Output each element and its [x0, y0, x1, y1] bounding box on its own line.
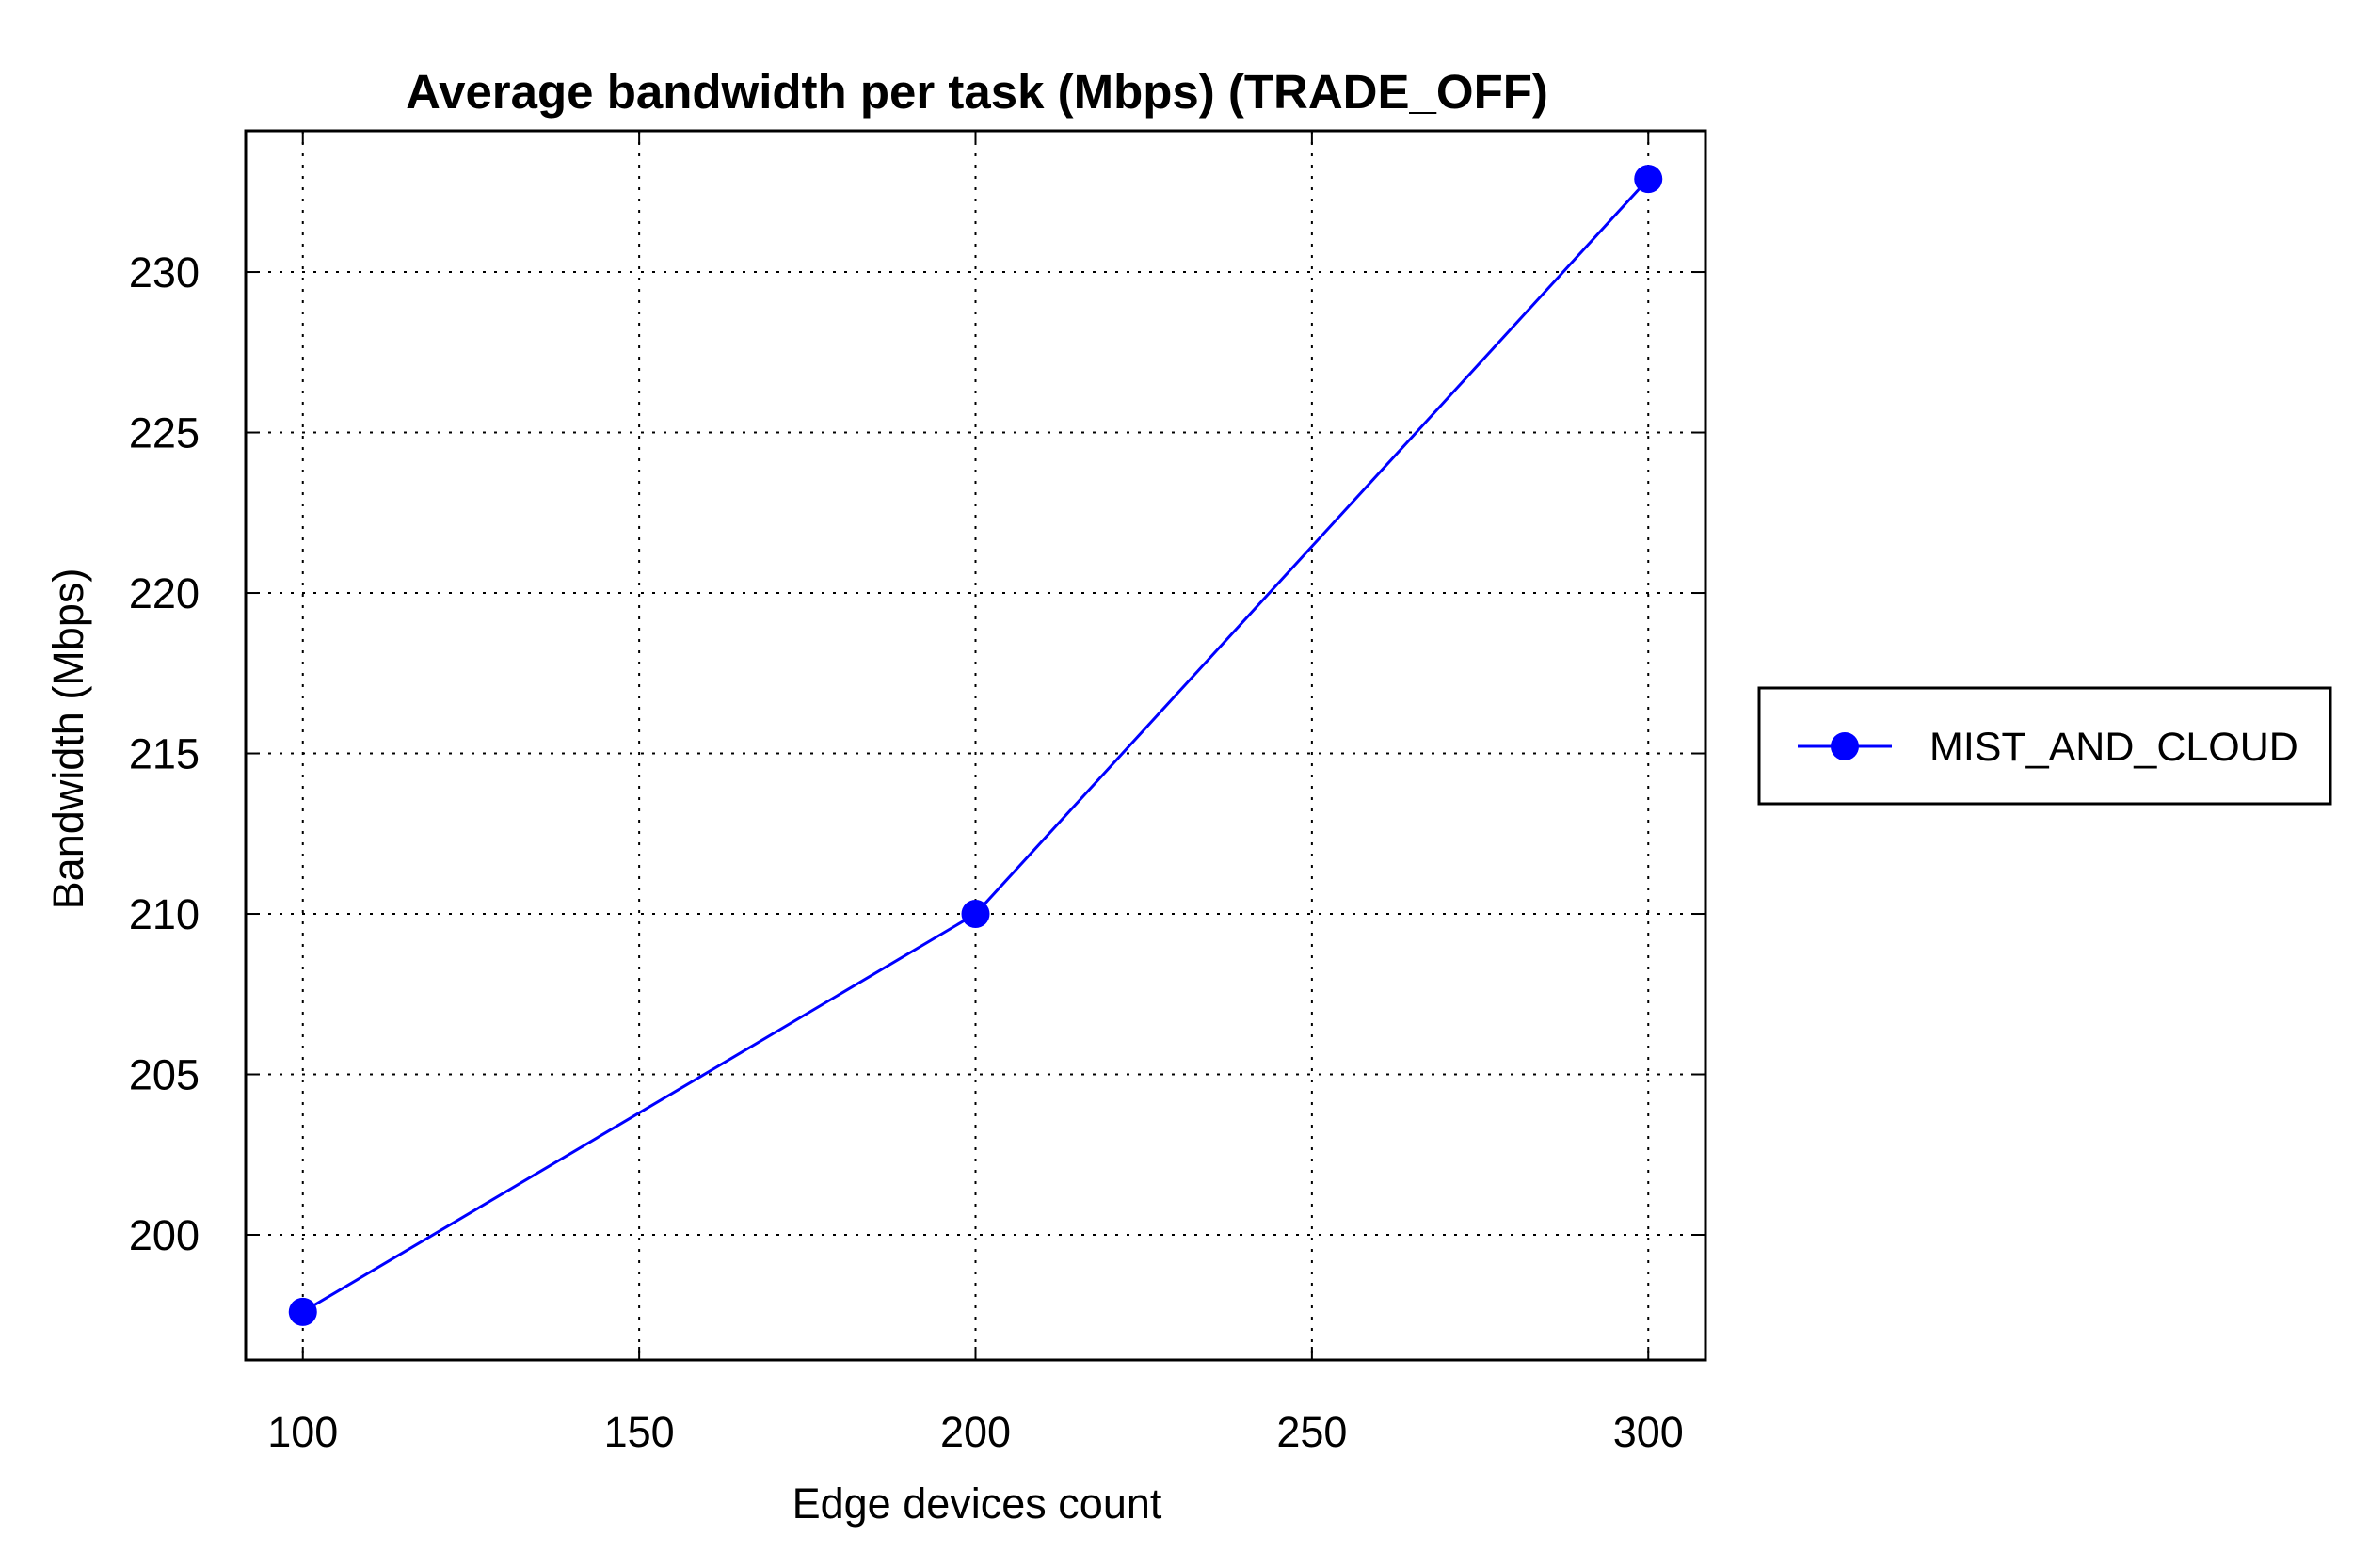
- y-tick-label: 205: [129, 1051, 200, 1099]
- series-layer: [288, 165, 1663, 1326]
- y-tick-labels: 200 205 210 215 220 225 230: [129, 248, 200, 1259]
- x-axis-label: Edge devices count: [792, 1480, 1162, 1528]
- data-point: [1634, 165, 1663, 194]
- x-tick-label: 150: [604, 1408, 675, 1456]
- data-point: [961, 900, 990, 929]
- y-tick-label: 215: [129, 730, 200, 778]
- chart-title: Average bandwidth per task (Mbps) (TRADE…: [406, 65, 1548, 119]
- y-tick-label: 225: [129, 409, 200, 457]
- y-axis-label: Bandwidth (Mbps): [44, 568, 92, 910]
- legend-series-label: MIST_AND_CLOUD: [1929, 725, 2298, 770]
- legend: MIST_AND_CLOUD: [1757, 686, 2332, 806]
- y-tick-label: 220: [129, 569, 200, 617]
- y-tick-label: 210: [129, 890, 200, 938]
- x-tick-label: 200: [940, 1408, 1011, 1456]
- axis-ticks: [246, 131, 1705, 1360]
- x-tick-labels: 100 150 200 250 300: [267, 1408, 1684, 1456]
- grid-lines: [246, 131, 1705, 1360]
- y-tick-label: 230: [129, 248, 200, 296]
- y-tick-label: 200: [129, 1211, 200, 1259]
- legend-series-marker: [1831, 732, 1859, 760]
- x-tick-label: 300: [1613, 1408, 1684, 1456]
- x-tick-label: 100: [267, 1408, 338, 1456]
- data-point: [288, 1297, 317, 1326]
- x-tick-label: 250: [1276, 1408, 1347, 1456]
